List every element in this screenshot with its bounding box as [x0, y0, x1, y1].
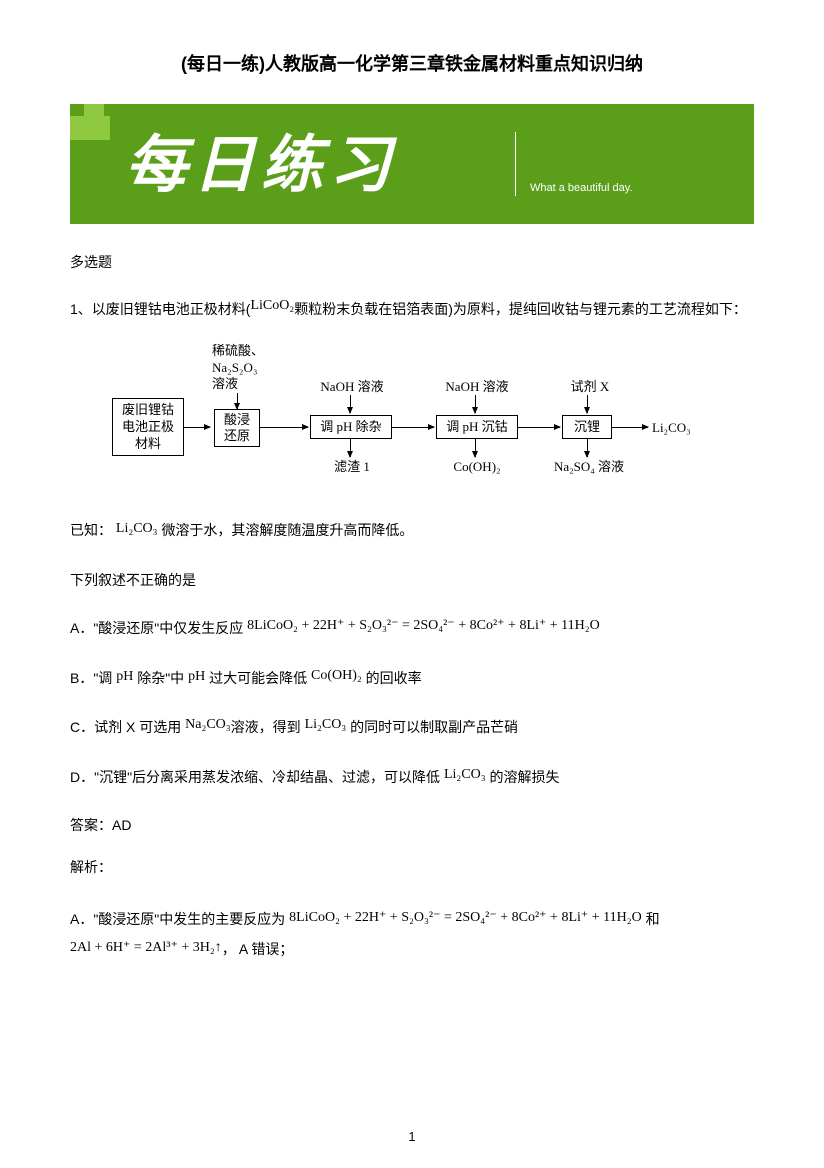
answer-value: AD	[112, 817, 131, 833]
option-D: D．"沉锂"后分离采用蒸发浓缩、冷却结晶、过滤，可以降低 Li₂CO₃ 的溶解损…	[70, 766, 754, 789]
arrow-v2	[350, 395, 351, 413]
opt-b-f: Co(OH)₂	[311, 668, 362, 683]
flow-final: Li₂CO₃	[652, 420, 712, 436]
q-number: 1、	[70, 301, 92, 317]
section-label: 多选题	[70, 252, 754, 272]
opt-c-pre: C．试剂 X 可选用	[70, 719, 185, 735]
flow-top1-l2: Na₂S₂O₃	[212, 360, 257, 375]
arrow-d3	[350, 439, 351, 457]
flow-box3-t: 调 pH 除杂	[320, 419, 381, 436]
flow-top2: NaOH 溶液	[307, 379, 397, 395]
opt-d-pre: D．"沉锂"后分离采用蒸发浓缩、冷却结晶、过滤，可以降低	[70, 769, 444, 785]
opt-b-pre: B．"调	[70, 670, 116, 686]
explain-A: A．"酸浸还原"中发生的主要反应为 8LiCoO₂ + 22H⁺ + S₂O₃²…	[70, 905, 754, 965]
arrow-v1	[237, 393, 238, 409]
exp-a-eq1: 8LiCoO₂ + 22H⁺ + S₂O₃²⁻ = 2SO₄²⁻ + 8Co²⁺…	[289, 910, 642, 925]
flow-box-raw-material: 废旧锂钴 电池正极 材料	[112, 398, 184, 456]
exp-a-and: 和	[642, 911, 660, 927]
arrow-v4	[587, 395, 588, 413]
flow-box1-l1: 废旧锂钴	[122, 402, 174, 419]
flow-box-lithium: 沉锂	[562, 415, 612, 439]
opt-d-f: Li₂CO₃	[444, 767, 486, 782]
page-number: 1	[0, 1129, 824, 1144]
flow-box2-l1: 酸浸	[224, 412, 250, 429]
known-post: 微溶于水，其溶解度随温度升高而降低。	[161, 522, 413, 538]
arrow-3	[392, 427, 434, 428]
flow-out5: Na₂SO₄ 溶液	[544, 459, 634, 475]
flow-box2-l2: 还原	[224, 428, 250, 445]
process-flowchart: 废旧锂钴 电池正极 材料 稀硫酸、 Na₂S₂O₃ 溶液 酸浸 还原 NaOH …	[112, 343, 712, 493]
exp-a-pre: A．"酸浸还原"中发生的主要反应为	[70, 911, 289, 927]
banner-divider	[515, 132, 516, 196]
exp-a-end: ， A 错误；	[222, 941, 294, 957]
known-pre: 已知：	[70, 522, 112, 538]
answer-line: 答案：AD	[70, 815, 754, 835]
formula-licoo2: LiCoO₂	[250, 298, 294, 313]
answer-label: 答案：	[70, 817, 112, 833]
opt-c-mid: 溶液，得到	[231, 719, 305, 735]
question-1-stem: 1、以废旧锂钴电池正极材料(LiCoO₂颗粒粉末负载在铝箔表面)为原料，提纯回收…	[70, 298, 754, 321]
known-formula: Li₂CO₃	[116, 521, 158, 536]
flow-box-leach: 酸浸 还原	[214, 409, 260, 447]
stem-post: 颗粒粉末负载在铝箔表面)为原料，提纯回收钴与锂元素的工艺流程如下：	[294, 301, 747, 317]
opt-a-eq: 8LiCoO₂ + 22H⁺ + S₂O₃²⁻ = 2SO₄²⁻ + 8Co²⁺…	[247, 618, 600, 633]
banner-subtitle: What a beautiful day.	[530, 182, 633, 194]
flow-top3: NaOH 溶液	[432, 379, 522, 395]
banner-stripe-2	[70, 116, 110, 140]
arrow-2	[260, 427, 308, 428]
option-B: B．"调 pH 除杂"中 pH 过大可能会降低 Co(OH)₂ 的回收率	[70, 667, 754, 690]
flow-out3: 滤渣 1	[322, 459, 382, 475]
arrow-4	[518, 427, 560, 428]
arrow-v3	[475, 395, 476, 413]
arrow-5	[612, 427, 648, 428]
flow-top4: 试剂 X	[560, 379, 620, 395]
flow-box1-l3: 材料	[135, 436, 161, 453]
opt-c-f2: Li₂CO₃	[305, 717, 347, 732]
opt-b-post: 的回收率	[362, 670, 422, 686]
flow-out4: Co(OH)₂	[442, 459, 512, 475]
opt-b-mid1: 除杂"中	[133, 670, 188, 686]
option-A: A．"酸浸还原"中仅发生反应 8LiCoO₂ + 22H⁺ + S₂O₃²⁻ =…	[70, 617, 754, 640]
flow-box-ph-cobalt: 调 pH 沉钴	[436, 415, 518, 439]
opt-b-ph2: pH	[188, 669, 205, 684]
known-note: 已知： Li₂CO₃ 微溶于水，其溶解度随温度升高而降低。	[70, 519, 754, 542]
arrow-d4	[475, 439, 476, 457]
flow-box4-t: 调 pH 沉钴	[446, 419, 507, 436]
arrow-d5	[587, 439, 588, 457]
flow-top1-l1: 稀硫酸、	[212, 343, 264, 358]
opt-c-f1: Na₂CO₃	[185, 717, 231, 732]
arrow-1	[184, 427, 210, 428]
flow-box-ph-remove: 调 pH 除杂	[310, 415, 392, 439]
flow-top1-l3: 溶液	[212, 376, 238, 391]
opt-a-pre: A．"酸浸还原"中仅发生反应	[70, 620, 247, 636]
opt-c-post: 的同时可以制取副产品芒硝	[346, 719, 518, 735]
stem-pre: 以废旧锂钴电池正极材料(	[92, 301, 251, 317]
question-ask: 下列叙述不正确的是	[70, 569, 754, 591]
flow-box1-l2: 电池正极	[122, 419, 174, 436]
flow-top1: 稀硫酸、 Na₂S₂O₃ 溶液	[212, 343, 282, 392]
page-title: (每日一练)人教版高一化学第三章铁金属材料重点知识归纳	[70, 50, 754, 76]
opt-d-post: 的溶解损失	[486, 769, 560, 785]
flow-box5-t: 沉锂	[574, 419, 600, 436]
exp-a-eq2: 2Al + 6H⁺ = 2Al³⁺ + 3H₂↑	[70, 940, 222, 955]
option-C: C．试剂 X 可选用 Na₂CO₃溶液，得到 Li₂CO₃ 的同时可以制取副产品…	[70, 716, 754, 739]
banner-calligraphy-text: 每日练习	[125, 114, 397, 204]
explain-label: 解析：	[70, 857, 754, 877]
opt-b-ph1: pH	[116, 669, 133, 684]
daily-practice-banner: 每日练习 What a beautiful day.	[70, 104, 754, 224]
opt-b-mid2: 过大可能会降低	[205, 670, 311, 686]
